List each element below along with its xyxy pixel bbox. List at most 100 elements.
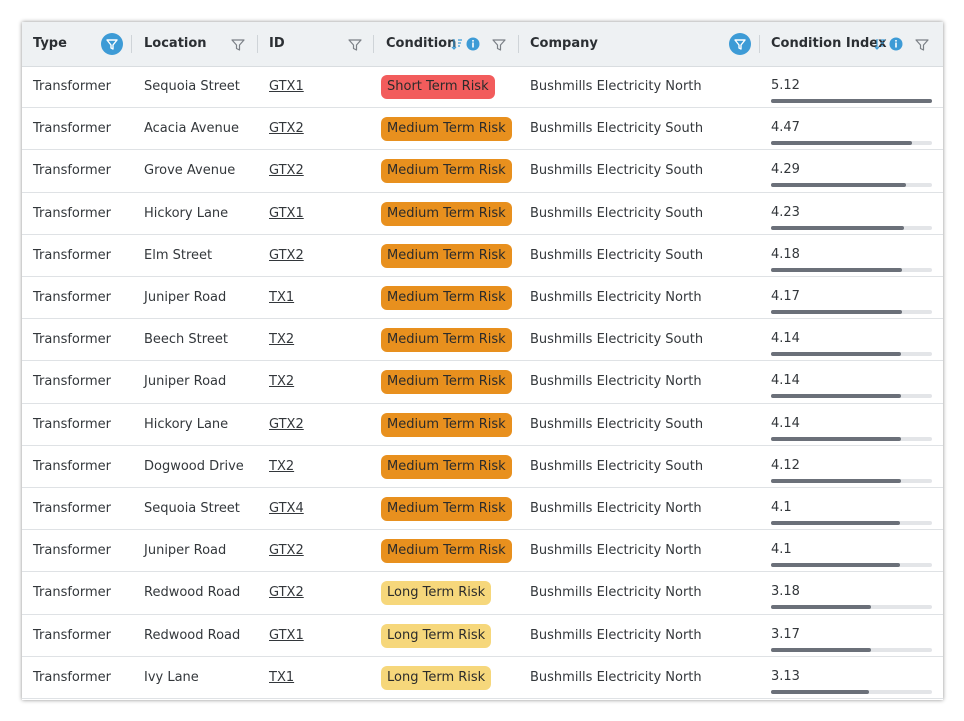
filter-button[interactable] <box>492 38 506 52</box>
table-row: Transformer Juniper Road GTX2 Medium Term R… <box>22 530 943 573</box>
condition-index-track <box>771 478 932 483</box>
condition-index-bar <box>771 141 912 146</box>
type-cell: Transformer <box>33 627 112 643</box>
table-row: Transformer Hickory Lane GTX2 Medium Term R… <box>22 404 943 446</box>
id-link[interactable]: TX2 <box>269 458 295 474</box>
type-cell: Transformer <box>33 79 112 94</box>
condition-index-bar <box>771 478 901 483</box>
id-link[interactable]: TX1 <box>269 669 295 685</box>
table-card: Type Location ID Condition Company Condi… <box>22 22 943 700</box>
type-cell: Transformer <box>33 374 112 390</box>
condition-index-track <box>771 605 932 610</box>
id-link[interactable]: TX2 <box>269 332 295 348</box>
id-link[interactable]: GTX2 <box>269 163 304 179</box>
id-link[interactable]: GTX2 <box>269 416 304 432</box>
column-separator <box>131 35 132 53</box>
column-header[interactable]: Type <box>33 36 67 51</box>
active-filter-button[interactable] <box>101 33 123 55</box>
column-header[interactable]: Company <box>530 36 598 51</box>
table-row: Transformer Juniper Road TX2 Medium Term Ri… <box>22 361 943 404</box>
id-link[interactable]: GTX4 <box>269 501 304 516</box>
table-row: Transformer Hickory Lane GTX1 Medium Term R… <box>22 193 943 235</box>
condition-index-track <box>771 99 932 103</box>
condition-index-track <box>771 563 932 568</box>
condition-index-track <box>771 141 932 146</box>
condition-index-track <box>771 647 932 652</box>
condition-index-value: 4.29 <box>771 162 800 178</box>
column-header[interactable]: Condition Index <box>771 36 887 51</box>
active-filter-button[interactable] <box>729 33 751 55</box>
condition-badge: Medium Term Risk <box>381 454 512 479</box>
condition-index-track <box>771 521 932 525</box>
id-link[interactable]: TX2 <box>269 374 295 390</box>
filter-button[interactable] <box>348 38 362 52</box>
table-header: Type Location ID Condition Company Condi… <box>22 22 943 67</box>
filter-button[interactable] <box>231 38 245 52</box>
id-link[interactable]: GTX2 <box>269 543 304 559</box>
condition-index-value: 4.12 <box>771 457 800 473</box>
condition-index-bar <box>771 605 871 610</box>
column-header[interactable]: ID <box>269 36 285 51</box>
condition-index-track <box>771 352 932 357</box>
id-link[interactable]: GTX2 <box>269 585 304 601</box>
column-header[interactable]: Location <box>144 36 207 51</box>
company-cell: Bushmills Electricity South <box>530 121 704 137</box>
filter-button[interactable] <box>915 38 929 52</box>
location-cell: Elm Street <box>144 247 213 263</box>
condition-index-value: 4.1 <box>771 500 792 515</box>
type-cell: Transformer <box>33 163 112 179</box>
company-cell: Bushmills Electricity North <box>530 374 702 390</box>
condition-index-track <box>771 310 932 314</box>
company-cell: Bushmills Electricity South <box>530 416 704 432</box>
type-cell: Transformer <box>33 669 112 685</box>
id-link[interactable]: TX1 <box>269 290 295 305</box>
location-cell: Redwood Road <box>144 627 241 643</box>
condition-index-value: 4.17 <box>771 289 800 304</box>
condition-index-bar <box>771 689 870 694</box>
condition-index-bar <box>771 563 900 568</box>
column-header[interactable]: Condition <box>386 36 457 51</box>
location-cell: Grove Avenue <box>144 163 236 179</box>
column-separator <box>257 35 258 53</box>
condition-index-value: 3.17 <box>771 626 800 642</box>
condition-badge: Medium Term Risk <box>381 117 512 142</box>
condition-badge: Medium Term Risk <box>381 286 512 310</box>
id-link[interactable]: GTX2 <box>269 247 304 263</box>
condition-index-value: 4.47 <box>771 120 800 136</box>
condition-index-track <box>771 267 932 272</box>
location-cell: Redwood Road <box>144 585 241 601</box>
condition-index-bar <box>771 352 902 357</box>
company-cell: Bushmills Electricity South <box>530 205 704 221</box>
type-cell: Transformer <box>33 501 112 516</box>
sort-icon[interactable] <box>874 37 886 51</box>
condition-badge: Medium Term Risk <box>381 201 512 226</box>
condition-badge: Short Term Risk <box>381 75 495 99</box>
table-row: Transformer Ivy Lane TX1 Long Term Risk Bush… <box>22 657 943 699</box>
condition-badge: Medium Term Risk <box>381 497 512 521</box>
condition-index-bar <box>771 99 932 103</box>
condition-index-value: 4.1 <box>771 542 792 558</box>
condition-index-track <box>771 436 932 441</box>
location-cell: Sequoia Street <box>144 79 240 94</box>
id-link[interactable]: GTX1 <box>269 205 304 221</box>
sort-icon[interactable] <box>451 37 463 51</box>
condition-badge: Medium Term Risk <box>381 243 512 268</box>
condition-badge: Medium Term Risk <box>381 370 512 395</box>
info-icon[interactable] <box>466 37 480 51</box>
info-icon[interactable] <box>889 37 903 51</box>
condition-index-value: 4.14 <box>771 373 800 389</box>
company-cell: Bushmills Electricity North <box>530 627 702 643</box>
condition-index-value: 4.18 <box>771 246 800 262</box>
condition-index-bar <box>771 647 871 652</box>
id-link[interactable]: GTX2 <box>269 121 304 137</box>
condition-index-bar <box>771 521 900 525</box>
table-row: Transformer Dogwood Drive TX2 Medium Term R… <box>22 446 943 488</box>
condition-badge: Medium Term Risk <box>381 539 512 564</box>
condition-index-bar <box>771 436 902 441</box>
location-cell: Ivy Lane <box>144 669 199 685</box>
location-cell: Dogwood Drive <box>144 458 244 474</box>
id-link[interactable]: GTX1 <box>269 79 304 94</box>
id-link[interactable]: GTX1 <box>269 627 304 643</box>
table-row: Transformer Elm Street GTX2 Medium Term Ris… <box>22 235 943 277</box>
